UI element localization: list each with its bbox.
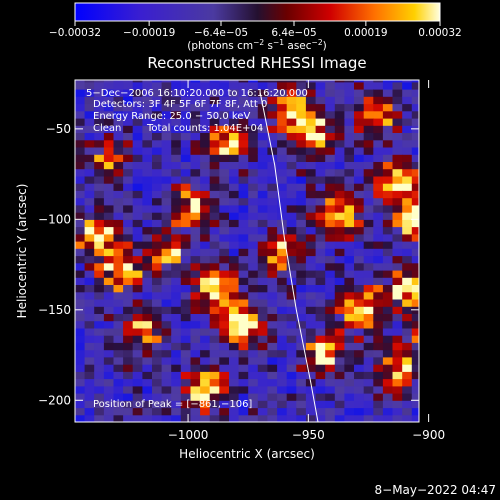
reconstructed-image [75,80,419,422]
colorbar-tick-label: −0.00032 [49,27,101,39]
solar-limb-line [259,92,319,422]
colorbar-units: (photons cm−2 s−1 asec−2) [187,38,326,52]
x-axis-label: Heliocentric X (arcsec) [179,447,315,461]
axis-ticks: −1000 −950 −900 −50 −100 −150 −200 [38,80,445,442]
y-tick-label: −150 [38,303,71,317]
footer-date: 8−May−2022 04:47 [375,483,497,497]
annotations: 5−Dec−2006 16:10:20.000 to 16:16:20.000 … [86,88,308,410]
clean-label: Clean [93,123,121,134]
y-tick-label: −100 [38,212,71,226]
colorbar-tick-label: −6.4e−05 [194,27,248,39]
x-tick-label: −900 [412,428,445,442]
plot-title: Reconstructed RHESSI Image [147,54,366,72]
x-tick-label: −950 [292,428,325,442]
colorbar-tick-label: 0.00032 [418,27,461,39]
colorbar-tick-label: 0.00019 [344,27,387,39]
detectors-text: Detectors: 3F 4F 5F 6F 7F 8F, Att 0 [93,99,267,110]
total-counts-text: Total counts: 1.04E+04 [146,123,263,134]
y-tick-label: −50 [46,122,71,136]
energy-range-text: Energy Range: 25.0 − 50.0 keV [93,111,250,122]
time-range-text: 5−Dec−2006 16:10:20.000 to 16:16:20.000 [86,88,308,99]
image-pixels [75,80,419,422]
y-tick-label: −200 [38,393,71,407]
colorbar-tick-label: −0.00019 [123,27,175,39]
y-axis-label: Heliocentric Y (arcsec) [15,184,29,319]
colorbar-tick-label: 6.4e−05 [271,27,316,39]
peak-position-text: Position of Peak = [−861,−106] [93,399,252,410]
x-tick-label: −1000 [168,428,209,442]
plot-frame [74,79,420,423]
colorbar: −0.00032 −0.00019 −6.4e−05 6.4e−05 0.00019 0.… [49,2,462,52]
colorbar-ticks: −0.00032 −0.00019 −6.4e−05 6.4e−05 0.00019 0.… [49,21,462,39]
